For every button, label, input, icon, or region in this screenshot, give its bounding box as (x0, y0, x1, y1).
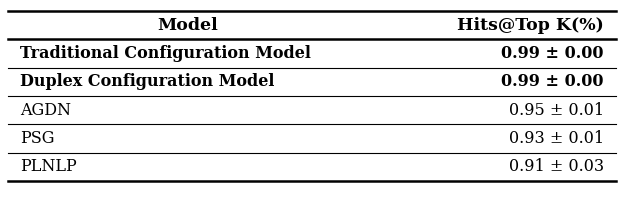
Text: 0.93 ± 0.01: 0.93 ± 0.01 (509, 130, 604, 147)
Text: AGDN: AGDN (20, 102, 71, 119)
Text: 0.99 ± 0.00: 0.99 ± 0.00 (502, 73, 604, 90)
Text: PSG: PSG (20, 130, 54, 147)
Text: Duplex Configuration Model: Duplex Configuration Model (20, 73, 275, 90)
Text: 0.95 ± 0.01: 0.95 ± 0.01 (509, 102, 604, 119)
Text: PLNLP: PLNLP (20, 158, 77, 175)
Text: Hits@Top K(%): Hits@Top K(%) (457, 17, 604, 34)
Text: Model: Model (157, 17, 218, 34)
Text: Traditional Configuration Model: Traditional Configuration Model (20, 45, 311, 62)
Text: 0.91 ± 0.03: 0.91 ± 0.03 (509, 158, 604, 175)
Text: 0.99 ± 0.00: 0.99 ± 0.00 (502, 45, 604, 62)
